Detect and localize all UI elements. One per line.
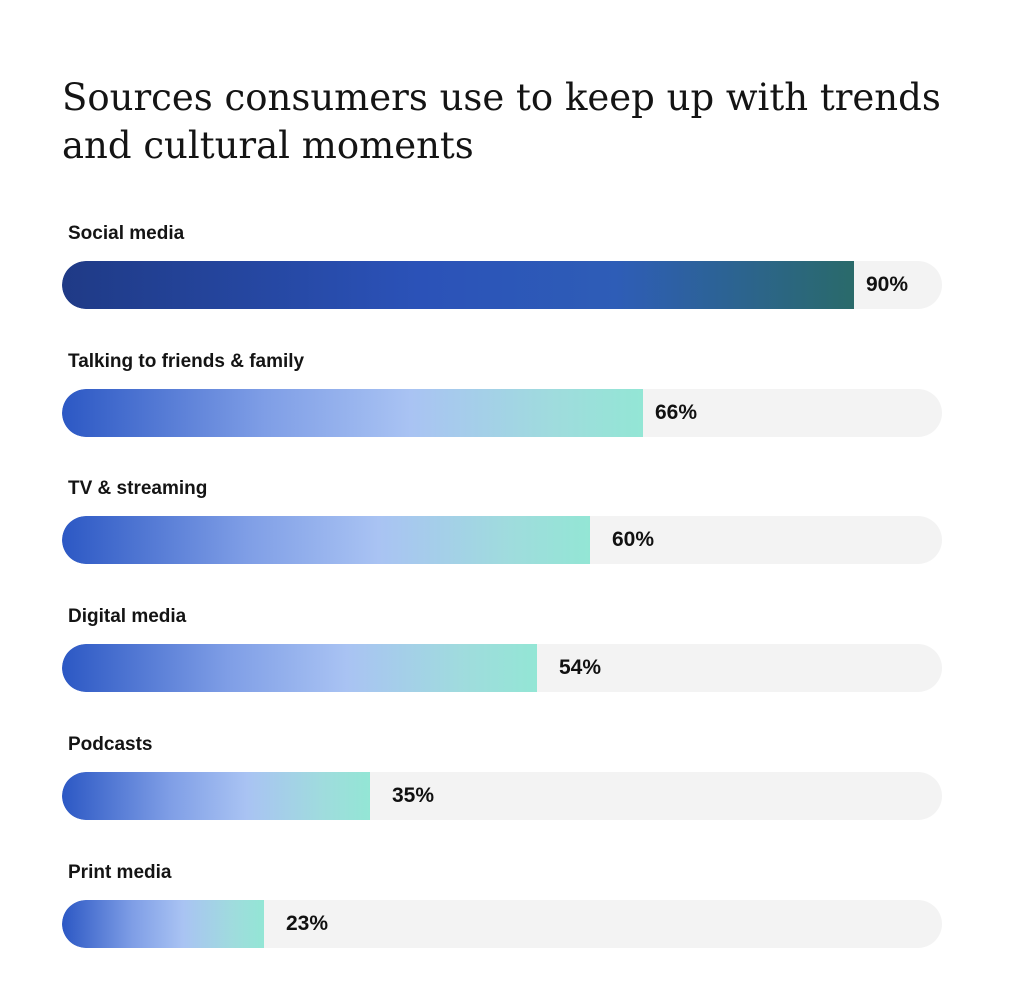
bar-label: Social media [68,223,185,244]
bar-track [62,644,942,692]
bar-value-label: 90% [866,273,909,296]
bar-label: Talking to friends & family [68,351,305,372]
bar-label: TV & streaming [68,478,208,499]
bar [62,516,590,564]
bar [62,644,537,692]
bar-label: Digital media [68,606,187,627]
bar [62,261,854,309]
bar-value-label: 54% [559,656,602,679]
bar-value-label: 60% [612,528,655,551]
bar-track [62,900,942,948]
bar-value-label: 23% [286,912,329,935]
bar [62,389,643,437]
bar-value-label: 35% [392,784,435,807]
bar-label: Podcasts [68,734,153,755]
bar [62,900,264,948]
bar-track [62,261,942,309]
bar-label: Print media [68,862,172,883]
bar-track [62,516,942,564]
bar [62,772,370,820]
chart-title: Sources consumers use to keep up with tr… [62,76,941,167]
bar-track [62,772,942,820]
bar-value-label: 66% [655,401,698,424]
bar-track [62,389,942,437]
